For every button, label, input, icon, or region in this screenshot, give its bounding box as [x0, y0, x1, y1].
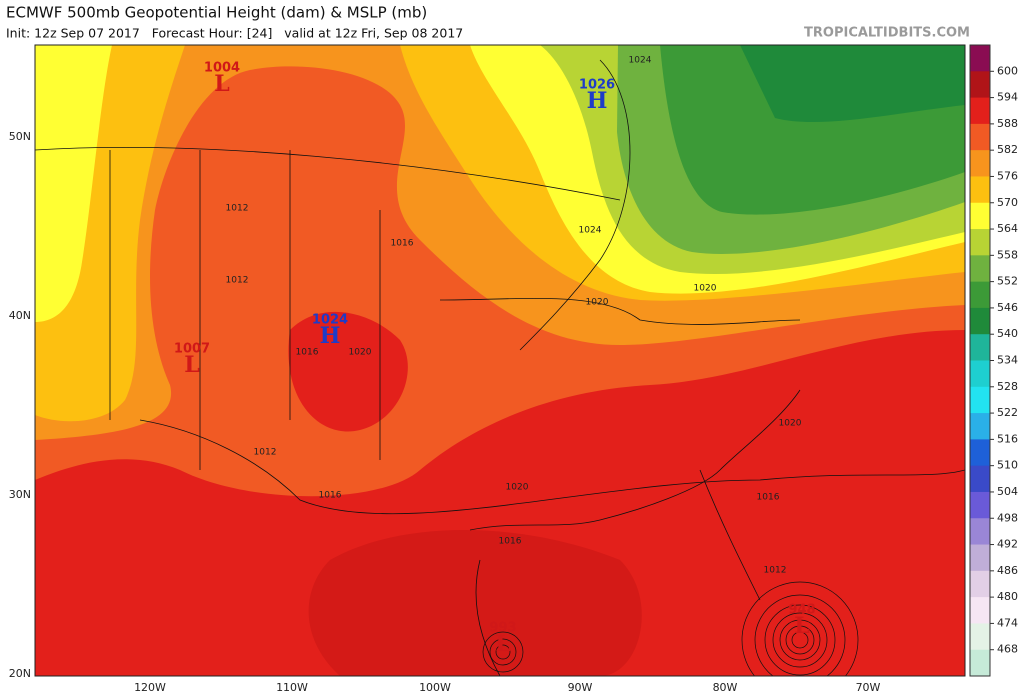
colorbar-swatch: [970, 413, 990, 440]
title: ECMWF 500mb Geopotential Height (dam) & …: [6, 4, 427, 22]
colorbar-label: 540: [997, 327, 1018, 340]
latitude-label: 20N: [9, 667, 31, 680]
pressure-symbol: L: [495, 631, 510, 657]
colorbar-label: 510: [997, 459, 1018, 472]
colorbar-label: 504: [997, 485, 1018, 498]
colorbar-swatch: [970, 597, 990, 624]
colorbar-swatch: [970, 255, 990, 283]
colorbar-label: 480: [997, 590, 1018, 603]
colorbar-label: 588: [997, 117, 1018, 130]
isobar-label: 1016: [296, 348, 319, 358]
colorbar-label: 528: [997, 380, 1018, 393]
colorbar-label: 468: [997, 643, 1018, 656]
isobar-label: 1012: [226, 204, 249, 214]
pressure-symbol: L: [214, 71, 229, 97]
latitude-label: 30N: [9, 488, 31, 501]
isobar-label: 1024: [629, 56, 652, 66]
latitude-label: 50N: [9, 130, 31, 143]
colorbar-label: 474: [997, 616, 1018, 629]
colorbar-label: 534: [997, 354, 1018, 367]
longitude-label: 80W: [713, 681, 738, 694]
isobar-label: 1024: [579, 226, 602, 236]
watermark: TROPICALTIDBITS.COM: [804, 26, 970, 41]
colorbar-label: 516: [997, 432, 1018, 445]
colorbar-swatch: [970, 307, 990, 335]
latitude-label: 40N: [9, 309, 31, 322]
colorbar-swatch: [970, 123, 990, 151]
pressure-value: 1007: [174, 342, 210, 357]
colorbar-label: 552: [997, 275, 1018, 288]
colorbar-label: 564: [997, 222, 1018, 235]
isobar-label: 1020: [586, 298, 609, 308]
longitude-label: 120W: [134, 681, 166, 694]
colorbar-label: 522: [997, 406, 1018, 419]
colorbar-label: 486: [997, 564, 1018, 577]
colorbar-swatch: [970, 623, 990, 651]
isobar-label: 1016: [757, 493, 780, 503]
isobar-label: 1016: [391, 239, 414, 249]
colorbar-swatch: [970, 150, 990, 177]
longitude-label: 70W: [856, 681, 881, 694]
pressure-value: 948: [788, 603, 815, 618]
isobar-label: 1016: [319, 491, 342, 501]
isobar-label: 1020: [694, 284, 717, 294]
colorbar-swatch: [970, 465, 990, 493]
pressure-value: 1004: [204, 61, 240, 76]
isobar-label: 1012: [226, 276, 249, 286]
colorbar-label: 594: [997, 91, 1018, 104]
colorbar-swatch: [970, 491, 990, 519]
colorbar-swatch: [970, 334, 990, 361]
colorbar-swatch: [970, 176, 990, 204]
overlay: 50N 40N 30N 20N 120W 110W 100W 90W 80W 70W 1024 102…: [9, 44, 1018, 694]
colorbar-label: 576: [997, 169, 1018, 182]
colorbar-label: 498: [997, 511, 1018, 524]
colorbar-swatch: [970, 518, 990, 546]
pressure-symbol: H: [587, 88, 608, 114]
colorbar-label: 600: [997, 64, 1018, 77]
pressure-symbol: H: [320, 323, 341, 349]
colorbar-swatch: [970, 544, 990, 572]
colorbar-label: 492: [997, 538, 1018, 551]
colorbar-label: 570: [997, 196, 1018, 209]
isobar-label: 1020: [506, 483, 529, 493]
pressure-value: 993: [489, 621, 516, 636]
colorbar-swatch: [970, 71, 990, 99]
isobar-label: 1012: [764, 566, 787, 576]
isobar-label: 1020: [349, 348, 372, 358]
colorbar-swatch: [970, 439, 990, 467]
pressure-symbol: L: [184, 352, 199, 378]
colorbar-swatch: [970, 386, 990, 414]
map: [35, 45, 965, 676]
subtitle: Init: 12z Sep 07 2017 Forecast Hour: [24…: [6, 26, 463, 41]
colorbar-swatch: [970, 360, 990, 388]
colorbar-swatch: [970, 281, 990, 309]
longitude-label: 100W: [419, 681, 451, 694]
colorbar-swatch: [970, 45, 990, 72]
longitude-label: 110W: [276, 681, 308, 694]
longitude-label: 90W: [568, 681, 593, 694]
colorbar-swatch: [970, 202, 990, 230]
colorbar-swatch: [970, 649, 990, 677]
isobar-label: 1016: [499, 537, 522, 547]
map-frame: [34, 44, 966, 677]
isobar-label: 1020: [779, 419, 802, 429]
colorbar-label: 582: [997, 143, 1018, 156]
colorbar-label: 558: [997, 248, 1018, 261]
colorbar-swatch: [970, 229, 990, 256]
colorbar-label: 546: [997, 301, 1018, 314]
pressure-value: 1024: [312, 313, 348, 328]
colorbar-swatch: [970, 570, 990, 598]
pressure-value: 1026: [579, 78, 615, 93]
colorbar-swatch: [970, 97, 990, 125]
isobar-label: 1012: [254, 448, 277, 458]
pressure-symbol: L: [794, 613, 809, 639]
